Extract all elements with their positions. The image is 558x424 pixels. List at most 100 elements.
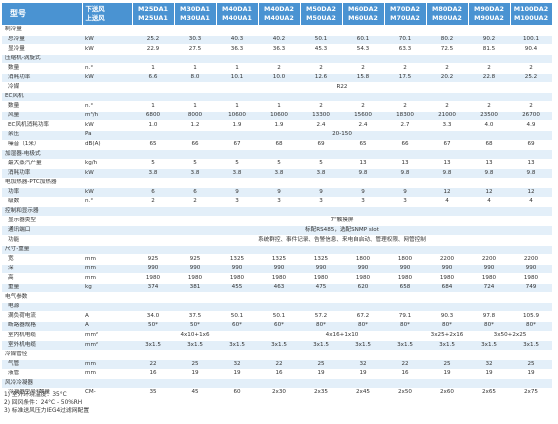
model-down-name: M30DA1 <box>180 5 210 14</box>
footnote: 1) 室外环境温度：35°C <box>4 392 67 398</box>
value-cell: 6 <box>174 187 216 198</box>
model-up-name: M70UA2 <box>390 14 420 22</box>
model-down-name: M60DA2 <box>348 5 378 14</box>
spec-row: 最大蒸汽产量 kg/h 5 5 5 5 5 13 13 13 13 13 <box>2 159 552 170</box>
section-row: 控制和显示器 <box>2 206 552 217</box>
value-cell: 990 <box>132 264 174 275</box>
upflow-label: 上送风 <box>85 14 105 22</box>
value-cell: 1325 <box>300 254 342 265</box>
value-cell: 3.8 <box>300 168 342 179</box>
value-cell: 2 <box>510 101 552 112</box>
value-cell: 18300 <box>384 111 426 122</box>
value-cell: 9.8 <box>342 168 384 179</box>
row-label: 重量 <box>2 283 82 294</box>
model-column-header: M40DA2 M40UA2 <box>258 3 301 26</box>
spec-row: EC风机消耗功率 kW 1.0 1.2 1.9 1.9 2.4 2.4 2.7 3.3 4.0 4.9 <box>2 120 552 131</box>
value-cell: 19 <box>300 369 342 380</box>
empty-cell <box>132 149 552 160</box>
value-cell: 3x1.5 <box>300 340 342 351</box>
value-cell: 1980 <box>384 273 426 284</box>
value-cell: 19 <box>426 369 468 380</box>
value-cell: 990 <box>174 264 216 275</box>
value-cell: 105.9 <box>510 311 552 322</box>
value-cell: 68 <box>468 140 510 151</box>
model-down-name: M40DA1 <box>222 5 252 14</box>
value-cell: 3 <box>342 197 384 208</box>
value-cell: 10600 <box>216 111 258 122</box>
value-cell: 34.0 <box>132 311 174 322</box>
value-cell: 3x1.5 <box>258 340 300 351</box>
section-row: 尺寸-重量 <box>2 245 552 256</box>
value-cell: 2 <box>174 197 216 208</box>
airflow-header: 下送风 上送风 <box>82 3 133 26</box>
unit-cell: n.° <box>82 101 132 112</box>
value-cell: 40.2 <box>258 35 300 46</box>
unit-cell: kW <box>82 187 132 198</box>
value-cell: 16 <box>384 369 426 380</box>
value-cell: 1.0 <box>132 120 174 131</box>
row-label: 室外机电缆 <box>2 340 82 351</box>
value-cell: 1325 <box>216 254 258 265</box>
row-label: 数量 <box>2 101 82 112</box>
value-cell: 3x1.5 <box>426 340 468 351</box>
unit-cell <box>82 302 132 313</box>
value-cell: 90.4 <box>510 44 552 55</box>
value-cell: 2 <box>384 101 426 112</box>
value-cell: 2 <box>342 63 384 74</box>
value-cell: 3 <box>258 197 300 208</box>
row-label: 满负荷电流 <box>2 311 82 322</box>
value-cell: 658 <box>384 283 426 294</box>
value-cell: 990 <box>426 264 468 275</box>
value-cell: 80* <box>300 321 342 332</box>
value-cell: 2.4 <box>342 120 384 131</box>
value-cell: 67 <box>426 140 468 151</box>
value-cell: 12 <box>468 187 510 198</box>
value-cell: 3.3 <box>426 120 468 131</box>
model-up-name: M40UA1 <box>222 14 252 22</box>
value-cell: 67.2 <box>342 311 384 322</box>
section-label: 制冷量 <box>2 25 82 36</box>
spec-table: 型号 下送风 上送风 M25DA1 M25UA1 M30DA1 M30UA1 M40DA1 M4… <box>2 3 553 399</box>
value-cell: 3.8 <box>174 168 216 179</box>
unit-cell: kg <box>82 283 132 294</box>
merged-value-cell: 20-150 <box>132 130 552 141</box>
unit-cell: kW <box>82 35 132 46</box>
value-cell: 20.2 <box>426 73 468 84</box>
value-cell: 81.5 <box>468 44 510 55</box>
value-cell: 1.2 <box>174 120 216 131</box>
value-cell: 90.2 <box>468 35 510 46</box>
value-cell: 9 <box>342 187 384 198</box>
unit-cell: n.° <box>82 197 132 208</box>
value-cell: 4 <box>510 197 552 208</box>
value-cell: 66 <box>174 140 216 151</box>
empty-cell <box>132 178 552 189</box>
value-cell: 990 <box>510 264 552 275</box>
value-cell: 10.0 <box>258 73 300 84</box>
value-cell: 22 <box>132 359 174 370</box>
value-cell: 3.8 <box>132 168 174 179</box>
section-row: 冷媒管径 <box>2 350 552 361</box>
spec-row: 满负荷电流 A 34.0 37.5 50.1 50.1 57.2 67.2 79.1 90.3 97… <box>2 311 552 322</box>
row-label: 余压 <box>2 130 82 141</box>
value-cell: 724 <box>468 283 510 294</box>
value-cell: 5 <box>300 159 342 170</box>
value-cell: 1980 <box>510 273 552 284</box>
unit-cell <box>82 216 132 227</box>
value-cell: 374 <box>132 283 174 294</box>
row-label: 级数 <box>2 197 82 208</box>
value-cell: 1 <box>258 101 300 112</box>
value-cell: 9 <box>216 187 258 198</box>
spec-row: 室外机电缆 mm² 3x1.5 3x1.5 3x1.5 3x1.5 3x1.5 3x1.5 3x… <box>2 340 552 351</box>
value-cell: 9.8 <box>426 168 468 179</box>
value-cell: 2.7 <box>384 120 426 131</box>
value-cell: 54.3 <box>342 44 384 55</box>
merged-value-cell: 系统群控、事件记录、告警信息、来电自启动、管理权限、网管控制 <box>132 235 552 246</box>
value-cell: 6.6 <box>132 73 174 84</box>
model-up-name: M90UA2 <box>474 14 504 22</box>
row-label: 数量 <box>2 63 82 74</box>
row-label: 液管 <box>2 369 82 380</box>
value-cell: 12 <box>510 187 552 198</box>
value-cell: 68 <box>258 140 300 151</box>
value-cell: 65 <box>342 140 384 151</box>
value-cell: 1 <box>216 101 258 112</box>
